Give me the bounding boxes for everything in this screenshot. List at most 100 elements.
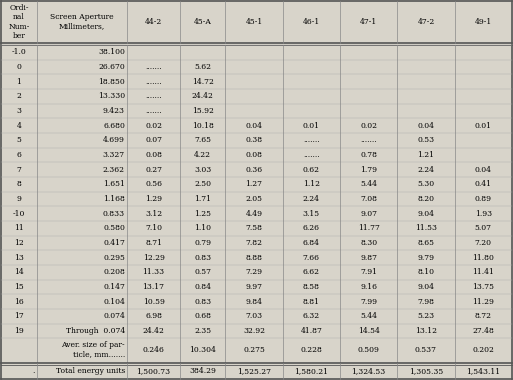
Text: 0.36: 0.36 [245, 166, 263, 174]
Text: .......: ....... [303, 136, 320, 144]
Text: 2.50: 2.50 [194, 180, 211, 188]
Text: 384.29: 384.29 [189, 367, 216, 375]
Text: 2.24: 2.24 [303, 195, 320, 203]
Text: 6.98: 6.98 [145, 312, 162, 320]
Text: 7.29: 7.29 [245, 268, 263, 276]
Text: 17: 17 [14, 312, 24, 320]
Text: 45-1: 45-1 [245, 18, 263, 26]
Text: 1,324.53: 1,324.53 [351, 367, 386, 375]
Text: 8.72: 8.72 [475, 312, 492, 320]
Text: 1.168: 1.168 [103, 195, 125, 203]
Text: 0.02: 0.02 [145, 122, 162, 130]
Text: 3.03: 3.03 [194, 166, 211, 174]
Text: 2: 2 [16, 92, 22, 100]
Text: 1.79: 1.79 [360, 166, 377, 174]
Text: 0.208: 0.208 [103, 268, 125, 276]
Text: .......: ....... [145, 107, 162, 115]
Text: .: . [32, 367, 35, 375]
Text: 7.65: 7.65 [194, 136, 211, 144]
Text: 3: 3 [16, 107, 22, 115]
Text: 9.423: 9.423 [103, 107, 125, 115]
Text: 44-2: 44-2 [145, 18, 162, 26]
Text: 9.04: 9.04 [418, 210, 435, 218]
Text: 3.327: 3.327 [103, 151, 125, 159]
Text: 1.25: 1.25 [194, 210, 211, 218]
Text: 0.580: 0.580 [103, 224, 125, 232]
Text: 7.82: 7.82 [245, 239, 263, 247]
Text: 14.54: 14.54 [358, 327, 380, 335]
Text: 5.62: 5.62 [194, 63, 211, 71]
Text: 2.24: 2.24 [418, 166, 435, 174]
Text: Total energy units: Total energy units [55, 367, 125, 375]
Text: 47-1: 47-1 [360, 18, 377, 26]
Text: 4: 4 [16, 122, 22, 130]
Text: 1,500.73: 1,500.73 [136, 367, 171, 375]
Text: Ordi-
nal
Num-
ber: Ordi- nal Num- ber [8, 4, 30, 40]
Text: 11: 11 [14, 224, 24, 232]
Text: .......: ....... [303, 151, 320, 159]
Text: 13.75: 13.75 [472, 283, 495, 291]
Text: 6.26: 6.26 [303, 224, 320, 232]
Text: 19: 19 [14, 327, 24, 335]
Text: 9.79: 9.79 [418, 254, 435, 262]
Text: 16: 16 [14, 298, 24, 306]
Text: 0.04: 0.04 [418, 122, 435, 130]
Text: 2.35: 2.35 [194, 327, 211, 335]
Text: -1.0: -1.0 [12, 48, 26, 56]
Text: 0.104: 0.104 [103, 298, 125, 306]
Text: 4.22: 4.22 [194, 151, 211, 159]
Text: 14: 14 [14, 268, 24, 276]
Text: 0.78: 0.78 [360, 151, 377, 159]
Text: 5.30: 5.30 [418, 180, 435, 188]
Text: 13.17: 13.17 [143, 283, 165, 291]
Text: 0.79: 0.79 [194, 239, 211, 247]
Text: 0.01: 0.01 [303, 122, 320, 130]
Text: 11.77: 11.77 [358, 224, 380, 232]
Text: 0.83: 0.83 [194, 298, 211, 306]
Text: 1.27: 1.27 [245, 180, 263, 188]
Text: 11.53: 11.53 [415, 224, 437, 232]
Text: 24.42: 24.42 [143, 327, 165, 335]
Text: .......: ....... [145, 63, 162, 71]
Text: 8.30: 8.30 [360, 239, 377, 247]
Text: 1.29: 1.29 [145, 195, 162, 203]
Text: 7.58: 7.58 [245, 224, 263, 232]
Text: 11.80: 11.80 [472, 254, 494, 262]
Text: 3.12: 3.12 [145, 210, 162, 218]
Text: 0.074: 0.074 [103, 312, 125, 320]
Text: 45-A: 45-A [194, 18, 212, 26]
Text: 8: 8 [16, 180, 22, 188]
Text: 11.33: 11.33 [143, 268, 165, 276]
Text: 24.42: 24.42 [192, 92, 214, 100]
Text: 1,543.11: 1,543.11 [466, 367, 500, 375]
Text: 0.84: 0.84 [194, 283, 211, 291]
Text: 49-1: 49-1 [475, 18, 492, 26]
Text: 26.670: 26.670 [98, 63, 125, 71]
Text: 0.89: 0.89 [475, 195, 492, 203]
Text: 0.08: 0.08 [145, 151, 162, 159]
Text: 7.91: 7.91 [360, 268, 377, 276]
Text: 1,580.21: 1,580.21 [294, 367, 328, 375]
Text: 9.97: 9.97 [245, 283, 263, 291]
Text: 12.29: 12.29 [143, 254, 165, 262]
Text: 9.04: 9.04 [418, 283, 435, 291]
Text: 9.16: 9.16 [360, 283, 377, 291]
Text: 0.246: 0.246 [143, 346, 165, 354]
Text: .......: ....... [145, 78, 162, 86]
Text: 10.18: 10.18 [192, 122, 214, 130]
Text: 0.62: 0.62 [303, 166, 320, 174]
Text: 3.15: 3.15 [303, 210, 320, 218]
Text: 18.850: 18.850 [98, 78, 125, 86]
Text: 8.88: 8.88 [245, 254, 263, 262]
Text: 9: 9 [16, 195, 22, 203]
Text: 9.07: 9.07 [360, 210, 377, 218]
Text: 0.417: 0.417 [103, 239, 125, 247]
Text: 6.32: 6.32 [303, 312, 320, 320]
Text: 11.29: 11.29 [472, 298, 494, 306]
Text: 1.12: 1.12 [303, 180, 320, 188]
Text: .......: ....... [145, 92, 162, 100]
Text: Through  0.074: Through 0.074 [66, 327, 125, 335]
Text: 7.99: 7.99 [360, 298, 377, 306]
Text: 7.98: 7.98 [418, 298, 435, 306]
Text: 0.509: 0.509 [358, 346, 380, 354]
